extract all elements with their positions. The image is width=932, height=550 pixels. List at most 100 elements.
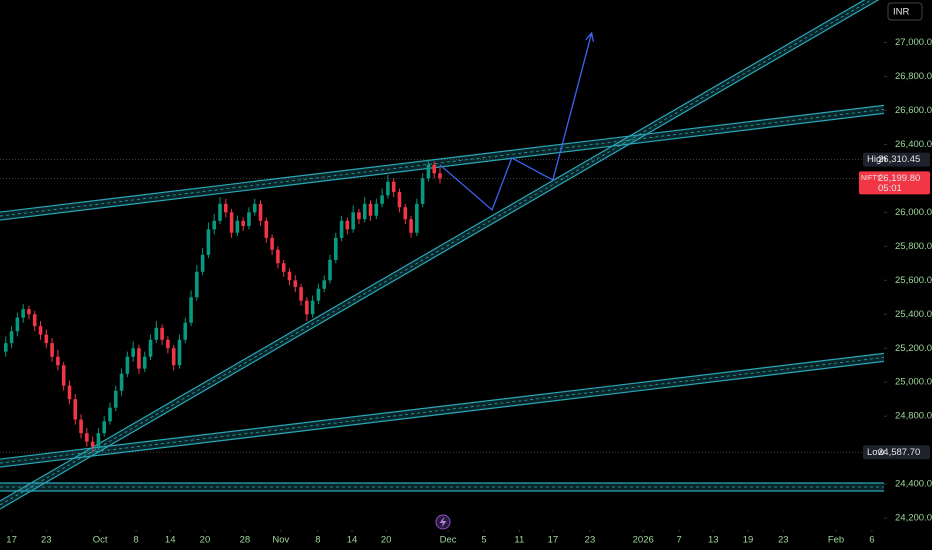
countdown: 05:01 (878, 183, 902, 194)
candle-body (403, 207, 408, 220)
high-tag-box (863, 152, 930, 167)
projection-arrowhead (585, 31, 595, 42)
candle-body (21, 309, 25, 318)
candle-body (223, 203, 228, 213)
x-tick-label: 28 (240, 535, 251, 546)
candle-body (3, 343, 8, 352)
channel-edge (0, 360, 884, 468)
candle-body (137, 348, 141, 369)
high-tag-value: 26,310.45 (878, 154, 920, 165)
candle-body (212, 220, 217, 230)
candle-body (15, 317, 20, 332)
candle-body (357, 212, 361, 220)
candle-body (154, 327, 159, 340)
y-tick-label: 24,800.00 (895, 411, 932, 422)
y-tick-label: 24,400.00 (895, 479, 932, 490)
candle-body (73, 399, 78, 420)
x-tick-label: 19 (743, 535, 754, 546)
candle-body (305, 300, 309, 315)
candle-body (96, 433, 101, 447)
candle-body (247, 212, 251, 226)
x-tick-label: 17 (6, 535, 17, 546)
candle-body (328, 259, 332, 281)
candle-body (183, 322, 188, 340)
channel-edge (0, 0, 880, 510)
candle-body (113, 390, 118, 408)
channel-center (0, 357, 884, 464)
x-tick-label: 17 (548, 535, 559, 546)
candle-body (119, 373, 124, 391)
x-tick-label: 11 (514, 535, 524, 546)
candle-body (299, 287, 303, 301)
x-tick-label: 8 (315, 535, 320, 546)
candle-body (85, 433, 89, 442)
candle-body (102, 421, 107, 434)
channel-center (0, 0, 872, 506)
x-tick-label: Oct (93, 535, 108, 546)
y-tick-label: 25,400.00 (895, 309, 932, 320)
y-tick-label: 24,200.00 (895, 513, 932, 524)
currency-label[interactable]: INR (893, 7, 910, 18)
candle-body (258, 203, 263, 221)
candle-body (264, 220, 269, 238)
x-tick-label: 23 (585, 535, 596, 546)
candle-body (27, 309, 31, 315)
candle-body (171, 348, 176, 366)
candle-body (276, 249, 280, 264)
candle-body (391, 181, 396, 192)
x-tick-label: 23 (41, 535, 52, 546)
candle-body (420, 178, 425, 204)
x-tick-label: 7 (676, 535, 681, 546)
candle-body (218, 203, 222, 221)
candle-body (189, 297, 193, 323)
symbol-label: NIFTY (861, 175, 882, 182)
y-tick-label: 26,600.00 (895, 105, 932, 116)
last-price-box (859, 171, 930, 195)
price-axis-panel (884, 0, 932, 530)
candle-body (200, 254, 205, 272)
x-tick-label: 14 (165, 535, 176, 546)
candle-body (160, 327, 164, 340)
candle-body (368, 203, 373, 216)
candle-body (166, 339, 170, 349)
candle-body (333, 237, 338, 260)
x-tick-label: 20 (200, 535, 211, 546)
candle-body (322, 280, 327, 289)
candle-body (316, 288, 321, 301)
x-tick-label: 14 (347, 535, 358, 546)
y-tick-label: 25,800.00 (895, 241, 932, 252)
candle-body (142, 356, 147, 369)
y-tick-label: 27,000.00 (895, 37, 932, 48)
candle-body (397, 191, 402, 208)
y-tick-label: 25,600.00 (895, 275, 932, 286)
y-tick-label: 26,000.00 (895, 207, 932, 218)
x-tick-label: 13 (708, 535, 719, 546)
candle-body (125, 356, 130, 374)
candle-body (9, 331, 14, 344)
candle-body (177, 339, 182, 366)
candle-body (235, 220, 240, 233)
candle-body (131, 348, 135, 357)
candle-body (67, 385, 72, 400)
x-tick-label: 23 (778, 535, 789, 546)
channel (0, 0, 880, 510)
channel-edge (0, 352, 884, 460)
y-tick-label: 26,400.00 (895, 139, 932, 150)
plot-area (0, 0, 884, 510)
bottom-icon[interactable] (435, 514, 451, 530)
candle-body (241, 220, 245, 226)
candle-body (339, 220, 344, 238)
projection-path (439, 32, 593, 212)
x-tick-label: 6 (869, 535, 874, 546)
channel (0, 482, 884, 492)
candle-body (293, 280, 298, 288)
candle-body (61, 365, 66, 386)
currency-button[interactable] (887, 2, 923, 21)
x-tick-label: Nov (272, 535, 289, 546)
candle-body (351, 212, 355, 230)
candle-body (148, 339, 153, 357)
last-price-value: 26,199.80 (878, 173, 920, 184)
